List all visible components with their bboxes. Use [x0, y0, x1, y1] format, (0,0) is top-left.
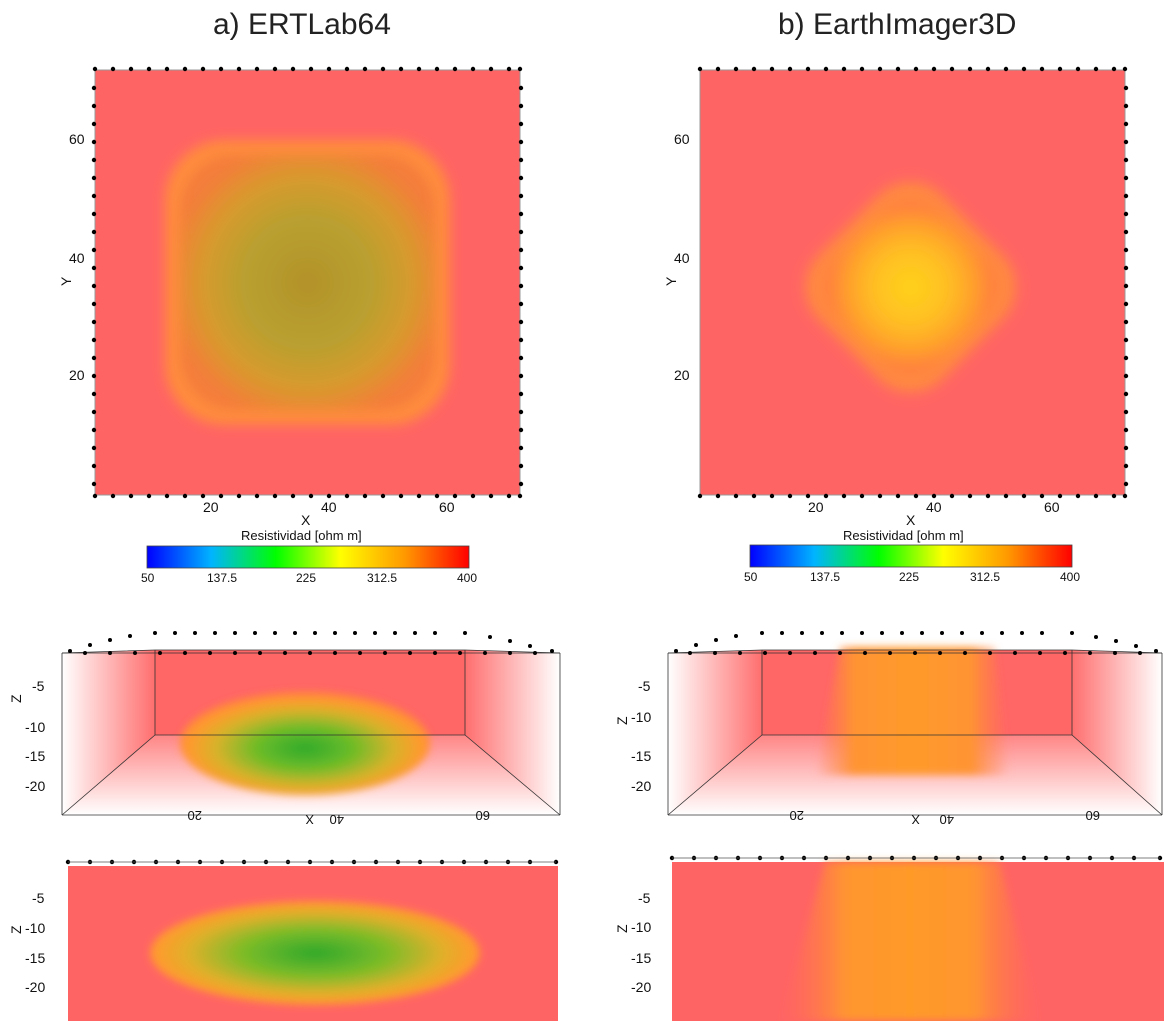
anomaly-core-a [180, 155, 435, 410]
section-view-b: -5 -10 -15 -20 Z [614, 855, 1164, 1021]
colorbar-tick-a-0: 50 [141, 571, 155, 585]
x-tick-b3-20: 20 [790, 808, 804, 823]
z-tick-b3-10: -10 [631, 709, 651, 725]
panel-title-a: a) ERTLab64 [213, 8, 391, 41]
y-tick-b-20: 20 [674, 367, 690, 383]
x-tick-a3-20: 20 [188, 808, 202, 823]
z-tick-bs-15: -15 [631, 950, 651, 966]
x-axis-label-a3: X [305, 812, 314, 827]
colorbar-tick-a-4: 400 [457, 571, 477, 585]
z-axis-label-as: Z [8, 925, 24, 934]
colorbar-tick-a-1: 137.5 [207, 571, 237, 585]
z-tick-b3-5: -5 [638, 678, 651, 694]
y-tick-a-40: 40 [69, 250, 85, 266]
colorbar-label-a: Resistividad [ohm m] [241, 528, 362, 543]
colorbar-tick-b-3: 312.5 [970, 570, 1000, 584]
x-tick-b3-60: 60 [1086, 808, 1100, 823]
z-tick-bs-20: -20 [631, 979, 651, 995]
oblique-view-a: -5 -10 -15 -20 Z 20 40 60 X [8, 631, 561, 827]
z-tick-a3-5: -5 [32, 678, 45, 694]
anomaly-section-a [150, 901, 480, 1005]
x-tick-b-60: 60 [1044, 499, 1060, 515]
electrode-row-top-a [92, 66, 523, 72]
x-tick-a-40: 40 [321, 499, 337, 515]
colorbar-tick-b-4: 400 [1060, 570, 1080, 584]
z-axis-label-a3: Z [8, 694, 24, 703]
y-axis-label-a: Y [58, 276, 74, 286]
y-tick-b-40: 40 [674, 250, 690, 266]
z-tick-bs-5: -5 [638, 890, 651, 906]
electrode-row-top-b [697, 66, 1128, 72]
electrode-col-left-a [91, 85, 97, 487]
colorbar-tick-b-1: 137.5 [810, 570, 840, 584]
colorbar-tick-a-2: 225 [296, 571, 316, 585]
colorbar-tick-a-3: 312.5 [367, 571, 397, 585]
anomaly-ellipse-a [180, 691, 430, 795]
z-tick-as-15: -15 [25, 950, 45, 966]
y-axis-label-b: Y [663, 276, 679, 286]
electrode-row-bottom-b [697, 493, 1128, 499]
z-axis-label-b3: Z [614, 716, 630, 725]
x-axis-label-a: X [301, 512, 311, 528]
left-wall-b [668, 650, 762, 815]
colorbar-tick-b-2: 225 [899, 570, 919, 584]
x-tick-b-20: 20 [808, 499, 824, 515]
z-axis-label-bs: Z [614, 924, 630, 933]
anomaly-section-b [780, 862, 1040, 1021]
section-view-a: -5 -10 -15 -20 Z [8, 859, 559, 1021]
electrode-line-a-oblique [68, 631, 554, 655]
anomaly-core-b [823, 200, 998, 374]
z-tick-as-10: -10 [25, 920, 45, 936]
colorbar-tick-b-0: 50 [744, 570, 758, 584]
box-frame-a [61, 649, 561, 816]
y-tick-a-60: 60 [69, 131, 85, 147]
z-tick-b3-20: -20 [631, 778, 651, 794]
electrode-row-bottom-a [92, 493, 523, 499]
x-tick-b-40: 40 [926, 499, 942, 515]
colorbar-label-b: Resistividad [ohm m] [843, 528, 964, 543]
electrode-col-right-a [518, 85, 524, 487]
z-tick-as-5: -5 [32, 890, 45, 906]
y-tick-a-20: 20 [69, 367, 85, 383]
y-tick-b-60: 60 [674, 131, 690, 147]
electrode-col-right-b [1123, 85, 1129, 487]
x-tick-b3-40: 40 [940, 812, 954, 827]
right-wall-b [1072, 650, 1162, 815]
x-tick-a3-60: 60 [476, 808, 490, 823]
x-tick-a-60: 60 [439, 499, 455, 515]
z-tick-b3-15: -15 [631, 748, 651, 764]
map-view-b: 60 40 20 Y 20 40 60 X Resistividad [ohm … [663, 66, 1129, 584]
panel-title-b: b) EarthImager3D [778, 8, 1017, 41]
x-axis-label-b3: X [911, 812, 920, 827]
z-tick-as-20: -20 [25, 979, 45, 995]
right-wall-a [465, 650, 560, 815]
z-tick-a3-15: -15 [25, 748, 45, 764]
anomaly-cone-b [815, 647, 1010, 775]
oblique-view-b: -5 -10 -15 -20 Z 20 40 60 X [614, 631, 1163, 827]
z-tick-bs-10: -10 [631, 919, 651, 935]
z-tick-a3-10: -10 [25, 719, 45, 735]
colorbar-a [146, 545, 470, 569]
x-axis-label-b: X [906, 512, 916, 528]
map-view-a: 60 40 20 Y 20 40 60 X Resistividad [ohm … [58, 66, 524, 585]
z-tick-a3-20: -20 [25, 778, 45, 794]
left-wall-a [62, 650, 155, 815]
colorbar-b [749, 544, 1073, 568]
x-tick-a-20: 20 [203, 499, 219, 515]
x-tick-a3-40: 40 [330, 812, 344, 827]
electrode-line-b-oblique [674, 631, 1158, 655]
